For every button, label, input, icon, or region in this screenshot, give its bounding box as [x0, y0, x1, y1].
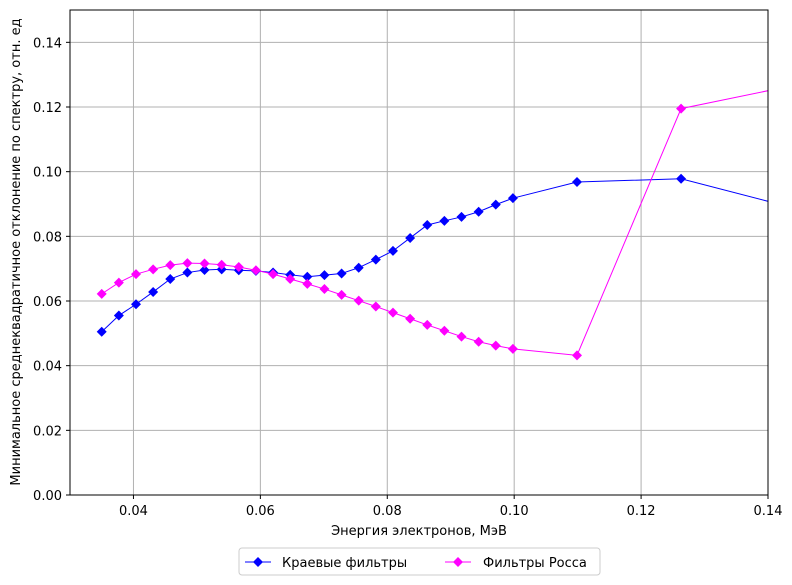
x-axis-label: Энергия электронов, МэВ: [331, 524, 507, 539]
data-point-ross-filters: [572, 350, 583, 361]
y-tick-label: 0.02: [33, 424, 62, 439]
data-point-ross-filters: [233, 262, 244, 273]
data-point-edge-filters: [676, 173, 687, 184]
data-point-ross-filters: [676, 103, 687, 114]
legend-entry-edge-filters: Краевые фильтры: [245, 556, 407, 571]
legend-box: [238, 547, 601, 576]
legend-entry-ross-filters: Фильтры Росса: [445, 556, 587, 571]
data-point-ross-filters: [182, 258, 193, 269]
series-line-edge-filters: [101, 178, 768, 333]
data-point-edge-filters: [96, 326, 107, 337]
data-point-ross-filters: [113, 277, 124, 288]
y-axis-label: Минимальное среднеквадратичное отклонени…: [9, 18, 24, 485]
data-point-edge-filters: [439, 215, 450, 226]
data-point-edge-filters: [199, 264, 210, 275]
data-point-edge-filters: [353, 262, 364, 273]
legend-label-edge-filters: Краевые фильтры: [282, 556, 407, 571]
data-point-edge-filters: [473, 206, 484, 217]
y-tick-label: 0.12: [33, 101, 62, 116]
series-layer: [96, 81, 792, 361]
data-point-edge-filters: [786, 202, 792, 212]
x-tick-label: 0.10: [500, 504, 529, 519]
data-point-ross-filters: [130, 269, 141, 280]
data-point-edge-filters: [182, 267, 193, 278]
data-point-ross-filters: [439, 325, 450, 336]
data-point-edge-filters: [405, 232, 416, 243]
data-point-ross-filters: [353, 295, 364, 306]
data-point-edge-filters: [302, 271, 313, 282]
y-tick-label: 0.08: [33, 230, 62, 245]
data-point-ross-filters: [786, 81, 792, 91]
y-tick-label: 0.10: [33, 166, 62, 181]
data-point-ross-filters: [370, 301, 381, 312]
data-point-ross-filters: [302, 278, 313, 289]
x-tick-label: 0.14: [754, 504, 783, 519]
data-point-edge-filters: [456, 211, 467, 222]
y-axis: 0.00 0.02 0.04 0.06 0.08 0.10 0.12 0.14: [33, 36, 70, 504]
plot-frame: [69, 9, 769, 496]
data-point-ross-filters: [456, 331, 467, 342]
legend-label-ross-filters: Фильтры Росса: [483, 556, 587, 571]
data-point-ross-filters: [148, 264, 159, 275]
data-point-edge-filters: [319, 270, 330, 281]
series-edge-filters: [96, 173, 792, 337]
series-line-ross-filters: [101, 90, 768, 356]
x-tick-label: 0.04: [119, 504, 148, 519]
data-point-edge-filters: [572, 177, 583, 188]
x-tick-label: 0.08: [373, 504, 402, 519]
legend-marker-edge-filters: [253, 557, 263, 567]
data-point-edge-filters: [422, 220, 433, 231]
data-point-edge-filters: [113, 310, 124, 321]
data-point-edge-filters: [490, 199, 501, 210]
data-point-edge-filters: [130, 299, 141, 310]
data-point-ross-filters: [473, 336, 484, 347]
data-point-edge-filters: [336, 268, 347, 279]
data-point-ross-filters: [165, 260, 176, 271]
data-point-ross-filters: [387, 307, 398, 318]
data-point-ross-filters: [405, 313, 416, 324]
data-point-ross-filters: [490, 340, 501, 351]
data-point-edge-filters: [165, 274, 176, 285]
data-point-ross-filters: [216, 259, 227, 270]
data-point-ross-filters: [199, 258, 210, 269]
data-point-ross-filters: [268, 269, 279, 280]
data-point-ross-filters: [336, 289, 347, 300]
x-tick-label: 0.12: [627, 504, 656, 519]
x-tick-label: 0.06: [246, 504, 275, 519]
data-point-ross-filters: [96, 288, 107, 299]
data-point-edge-filters: [387, 245, 398, 256]
y-tick-label: 0.14: [33, 36, 62, 51]
legend: Краевые фильтры Фильтры Росса: [238, 547, 601, 576]
data-point-ross-filters: [319, 284, 330, 295]
y-tick-label: 0.06: [33, 295, 62, 310]
data-point-ross-filters: [507, 343, 518, 354]
data-point-ross-filters: [422, 319, 433, 330]
data-point-ross-filters: [250, 265, 261, 276]
data-point-ross-filters: [285, 274, 296, 285]
plot-background: [70, 10, 768, 495]
series-ross-filters: [96, 81, 792, 361]
data-point-edge-filters: [507, 193, 518, 204]
data-point-edge-filters: [370, 254, 381, 265]
y-tick-label: 0.00: [33, 489, 62, 504]
y-tick-label: 0.04: [33, 360, 62, 375]
x-axis: 0.04 0.06 0.08 0.10 0.12 0.14: [119, 495, 782, 519]
legend-marker-ross-filters: [453, 557, 463, 567]
data-point-edge-filters: [148, 286, 159, 297]
